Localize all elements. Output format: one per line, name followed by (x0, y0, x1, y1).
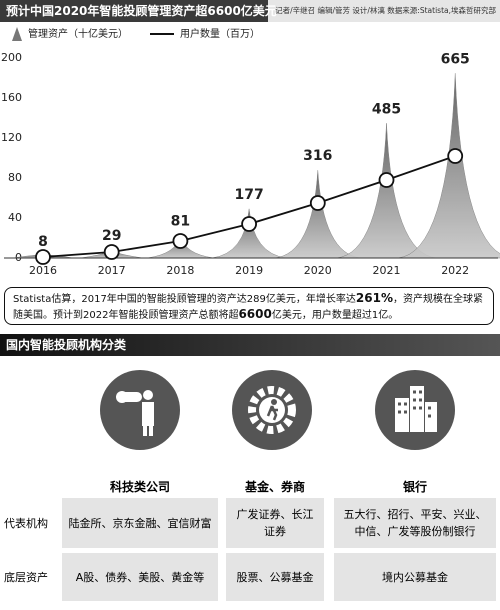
tech-icon (100, 370, 180, 450)
users-marker (35, 249, 51, 265)
row-label: 底层资产 (4, 571, 48, 584)
y-tick-label: 80 (8, 171, 22, 184)
note-highlight: 6600 (238, 307, 272, 321)
users-marker (309, 195, 326, 211)
note-text: Statista估算，2017年中国的智能投顾管理的资产达289亿美元，年增长率… (13, 294, 356, 305)
x-tick-label: 2021 (373, 264, 401, 277)
note-box: Statista估算，2017年中国的智能投顾管理的资产达289亿美元，年增长率… (4, 287, 494, 325)
x-tick-label: 2020 (304, 264, 332, 277)
value-label: 8 (38, 234, 48, 250)
column-title: 银行 (402, 480, 427, 494)
value-label: 316 (303, 148, 332, 164)
legend-swatch (12, 27, 22, 41)
table-cell: 境内公募基金 (334, 553, 496, 601)
asset-peak (274, 170, 361, 259)
x-tick-label: 2018 (166, 264, 194, 277)
table-cell: 广发证券、长江证券 (226, 498, 324, 548)
value-label: 29 (102, 228, 121, 244)
table-cell: 陆金所、京东金融、宜信财富 (62, 498, 218, 548)
legend-label: 管理资产（十亿美元） (28, 27, 128, 40)
y-tick-label: 40 (8, 211, 22, 224)
asset-peak (397, 73, 500, 259)
chart: 管理资产（十亿美元）用户数量（百万） 040801201602008298117… (1, 27, 500, 277)
x-tick-label: 2016 (29, 264, 57, 277)
table-cell: 股票、公募基金 (226, 553, 324, 601)
bank-icon (375, 370, 455, 450)
value-label: 485 (372, 101, 401, 117)
value-label: 665 (441, 51, 470, 67)
fund-icon (232, 370, 312, 450)
row-label: 代表机构 (4, 517, 48, 530)
table-cell: 五大行、招行、平安、兴业、中信、广发等股份制银行 (334, 498, 496, 548)
legend-label: 用户数量（百万） (180, 27, 260, 40)
x-tick-label: 2019 (235, 264, 263, 277)
x-tick-label: 2022 (441, 264, 469, 277)
users-marker (103, 244, 120, 260)
note-text: 亿美元，用户数量超过1亿。 (271, 310, 399, 321)
column-title: 基金、券商 (244, 480, 305, 494)
value-label: 81 (171, 214, 190, 230)
users-marker (378, 172, 395, 188)
value-label: 177 (234, 187, 263, 203)
credits: 记者/辛继召 编辑/管芳 设计/林漓 数据来源:Statista,埃森哲研究部 (275, 6, 496, 15)
legend: 管理资产（十亿美元） 用户数量（百万） (12, 27, 260, 41)
asset-peak (336, 123, 437, 259)
note-highlight: 261% (355, 291, 393, 305)
header-bar: 预计中国2020年智能投顾管理资产超6600亿美元 记者/辛继召 编辑/管芳 设… (0, 0, 500, 22)
users-marker (241, 216, 258, 232)
column-title: 科技类公司 (109, 480, 170, 494)
y-tick-label: 160 (1, 91, 22, 104)
users-marker (172, 233, 189, 249)
note-text: ，资产规模在全球紧随美国。预计到2022年智能投顾管理资产总额将超 (13, 294, 483, 321)
section-header: 国内智能投顾机构分类 (0, 334, 500, 356)
y-tick-label: 200 (1, 51, 22, 64)
table-cell: A股、债券、美股、黄金等 (62, 553, 218, 601)
x-tick-label: 2017 (98, 264, 126, 277)
y-tick-label: 120 (1, 131, 22, 144)
headline: 预计中国2020年智能投顾管理资产超6600亿美元 (0, 0, 277, 22)
asset-peak (211, 208, 287, 259)
users-marker (447, 148, 464, 164)
